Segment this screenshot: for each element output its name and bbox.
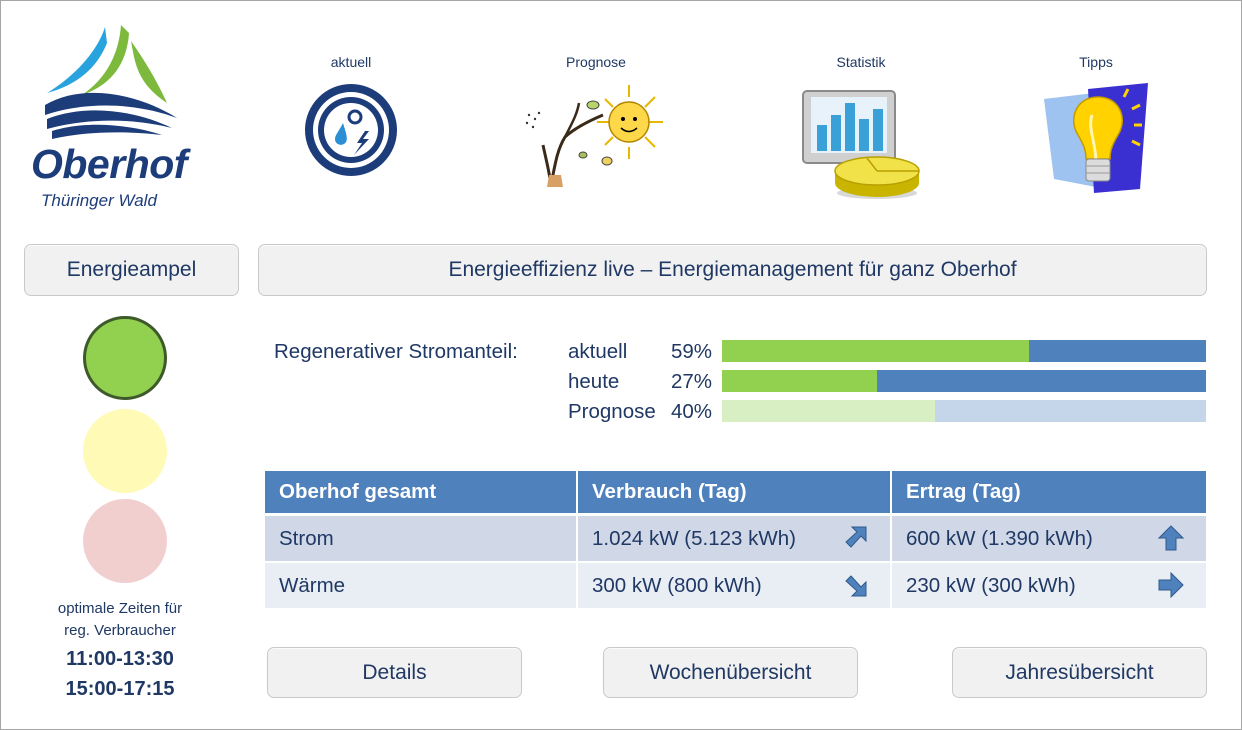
- table-header-cell: Oberhof gesamt: [265, 471, 578, 513]
- renewable-row-percent: 40%: [671, 400, 713, 423]
- renewable-row-percent: 27%: [671, 370, 713, 393]
- renewable-row-percent: 59%: [671, 340, 713, 363]
- energieampel-button[interactable]: Energieampel: [24, 244, 239, 296]
- optimal-times-label: optimale Zeiten für reg. Verbraucher: [25, 598, 215, 642]
- renewable-row-label: Prognose: [568, 400, 656, 423]
- logo-graphic: [45, 25, 177, 139]
- arrow-right-icon: [1158, 572, 1184, 598]
- drop-lightning-icon: [305, 84, 397, 176]
- banner-title-button[interactable]: Energieeffizienz live – Energiemanagemen…: [258, 244, 1207, 296]
- nav-aktuell-label: aktuell: [330, 54, 372, 70]
- nav-prognose-label: Prognose: [566, 54, 626, 70]
- nav-statistik[interactable]: Statistik: [791, 53, 931, 204]
- details-button-label: Details: [362, 660, 427, 684]
- renewable-bar-heute: [722, 370, 1206, 392]
- renewable-bar-aktuell: [722, 340, 1206, 362]
- row-name: Wärme: [279, 573, 346, 597]
- table-cell-consumption: 1.024 kW (5.123 kWh): [578, 516, 892, 561]
- consumption-value: 1.024 kW (5.123 kWh): [592, 526, 796, 550]
- renewable-bar-fill: [722, 370, 877, 392]
- renewable-title: Regenerativer Stromanteil:: [274, 340, 518, 363]
- table-header-cell: Ertrag (Tag): [892, 471, 1206, 513]
- arrow-up-right-icon: [845, 526, 867, 548]
- optimal-times-values: 11:00-13:30 15:00-17:15: [25, 644, 215, 704]
- renewable-row-label: aktuell: [568, 340, 628, 363]
- renewable-bar-rest: [876, 370, 1206, 392]
- table-cell-name: Wärme: [265, 563, 578, 608]
- yield-value: 600 kW (1.390 kWh): [906, 526, 1093, 550]
- table-row: Wärme 300 kW (800 kWh) 230 kW (300 kWh): [265, 563, 1206, 608]
- nav-prognose[interactable]: Prognose: [521, 53, 671, 196]
- logo-subtitle: Thüringer Wald: [41, 191, 157, 210]
- yearly-overview-label: Jahresübersicht: [1005, 660, 1154, 684]
- sun-tree-icon: [525, 85, 663, 187]
- traffic-light-green: [83, 316, 167, 400]
- arrow-down-right-icon: [845, 575, 867, 597]
- nav-statistik-label: Statistik: [836, 54, 886, 70]
- renewable-bar-fill: [722, 340, 1030, 362]
- energy-table: Oberhof gesamt Verbrauch (Tag) Ertrag (T…: [265, 471, 1206, 608]
- table-cell-consumption: 300 kW (800 kWh): [578, 563, 892, 608]
- optimal-time-2: 15:00-17:15: [65, 678, 175, 700]
- renewable-bar-fill: [722, 400, 935, 422]
- nav-aktuell[interactable]: aktuell: [299, 53, 403, 184]
- optimal-times-line1: optimale Zeiten für: [57, 600, 183, 617]
- nav-tipps[interactable]: Tipps: [1036, 53, 1156, 200]
- arrow-up-icon: [1158, 525, 1184, 551]
- optimal-time-1: 11:00-13:30: [66, 648, 174, 670]
- banner-title: Energieeffizienz live – Energiemanagemen…: [448, 258, 1017, 281]
- traffic-light-yellow: [83, 409, 167, 493]
- lightbulb-icon: [1044, 83, 1148, 193]
- yield-value: 230 kW (300 kWh): [906, 573, 1076, 597]
- chart-monitor-icon: [802, 90, 920, 199]
- consumption-value: 300 kW (800 kWh): [592, 573, 762, 597]
- table-cell-yield: 230 kW (300 kWh): [892, 563, 1206, 608]
- renewable-bar-prognose: [722, 400, 1206, 422]
- details-button[interactable]: Details: [267, 647, 522, 698]
- table-header-cell: Verbrauch (Tag): [578, 471, 892, 513]
- renewable-bar-rest: [934, 400, 1206, 422]
- nav-tipps-label: Tipps: [1079, 54, 1113, 70]
- table-header-row: Oberhof gesamt Verbrauch (Tag) Ertrag (T…: [265, 471, 1206, 516]
- oberhof-logo: Oberhof Thüringer Wald: [27, 23, 197, 213]
- renewable-row-label: heute: [568, 370, 620, 393]
- yearly-overview-button[interactable]: Jahresübersicht: [952, 647, 1207, 698]
- optimal-times-line2: reg. Verbraucher: [64, 622, 176, 639]
- traffic-light-red: [83, 499, 167, 583]
- weekly-overview-button[interactable]: Wochenübersicht: [603, 647, 858, 698]
- table-row: Strom 1.024 kW (5.123 kWh) 600 kW (1.390…: [265, 516, 1206, 563]
- renewable-bar-rest: [1029, 340, 1206, 362]
- row-name: Strom: [279, 526, 334, 550]
- table-cell-name: Strom: [265, 516, 578, 561]
- logo-wordmark: Oberhof: [31, 141, 187, 187]
- weekly-overview-label: Wochenübersicht: [649, 660, 812, 684]
- table-cell-yield: 600 kW (1.390 kWh): [892, 516, 1206, 561]
- energieampel-label: Energieampel: [66, 258, 197, 281]
